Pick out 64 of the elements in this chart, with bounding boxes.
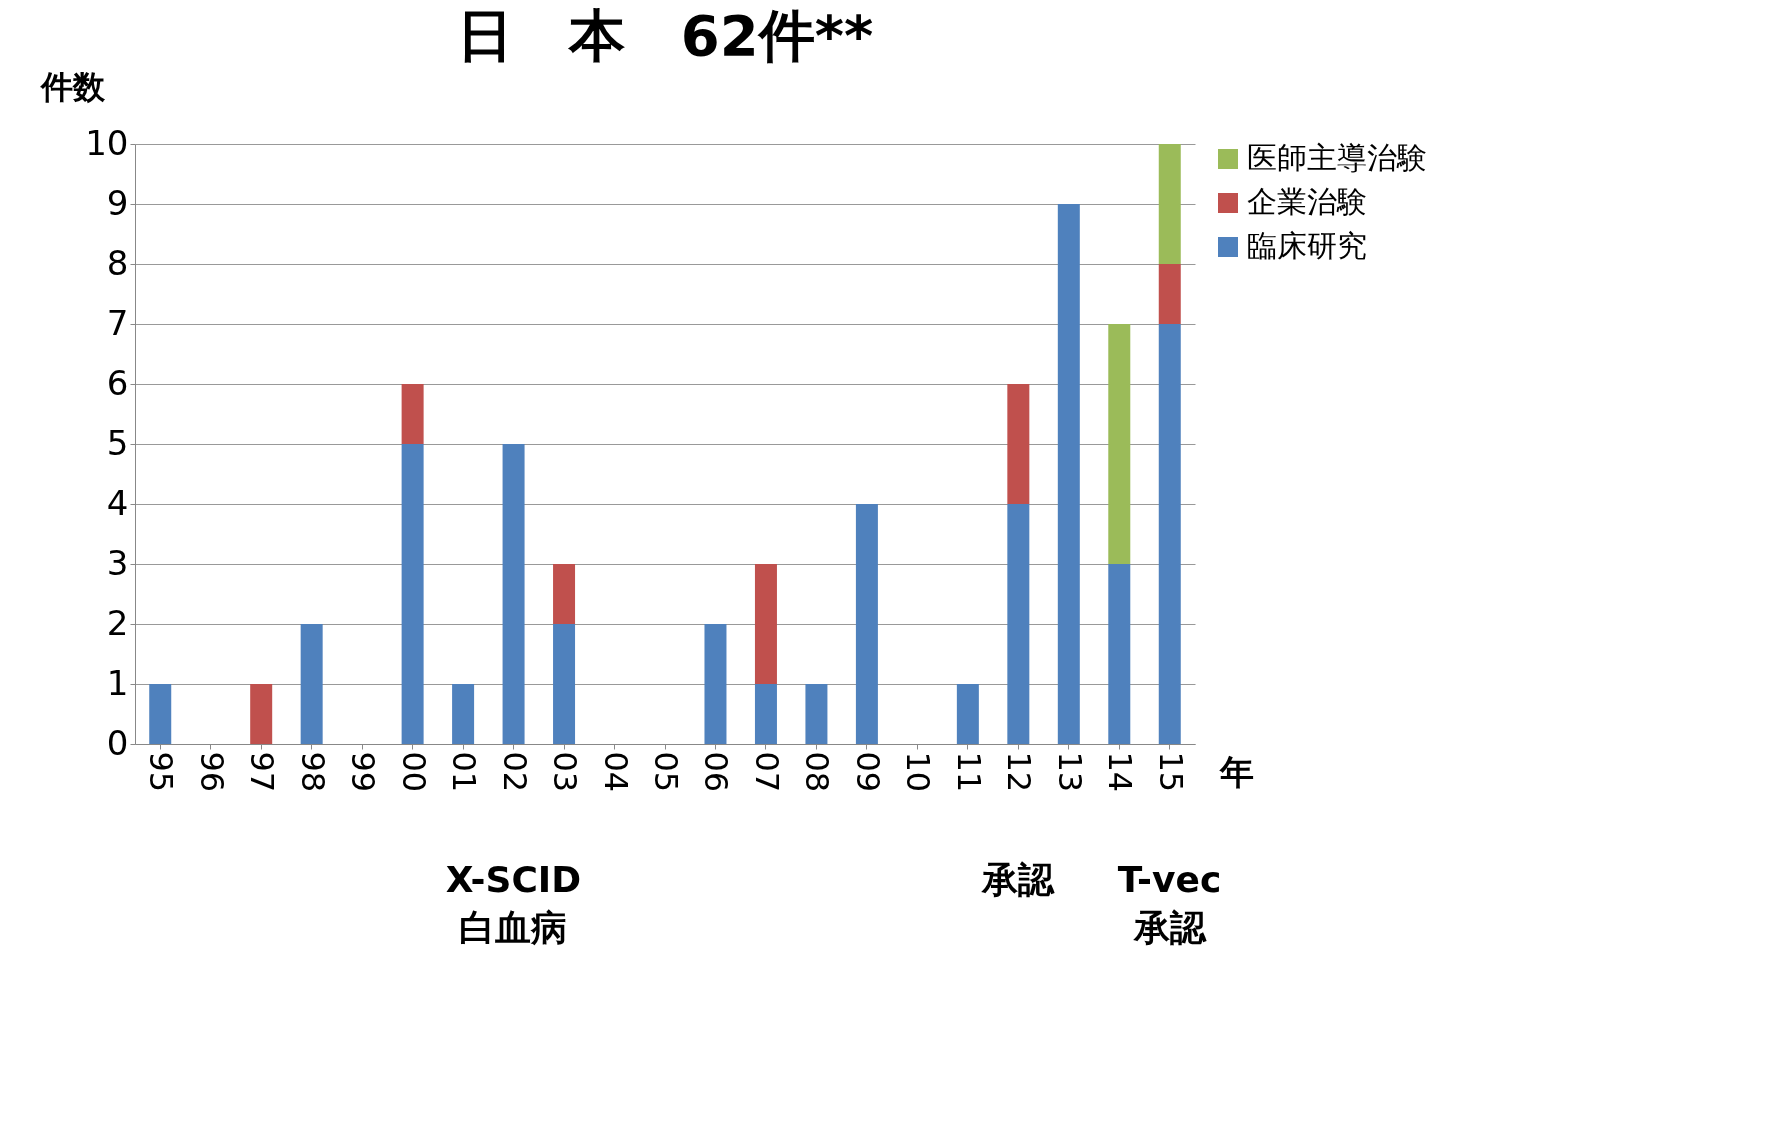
x-tick-label: 98: [293, 751, 332, 793]
x-tick-label: 02: [495, 751, 534, 793]
bar: [1158, 144, 1181, 264]
bar: [553, 564, 576, 624]
legend-label: 臨床研究: [1247, 228, 1367, 263]
y-tick-label: 6: [106, 362, 129, 403]
bar: [149, 684, 172, 744]
x-tick-label: 05: [647, 751, 685, 793]
x-tick-label: 14: [1101, 751, 1140, 793]
y-tick-label: 7: [106, 302, 129, 343]
y-tick-label: 5: [106, 422, 129, 463]
text: X-SCID 白血病: [445, 859, 582, 948]
x-tick-label: 04: [596, 751, 635, 793]
x-tick-label: 00: [394, 751, 433, 793]
bar: [401, 384, 424, 444]
bar: [855, 504, 878, 744]
bar: [1108, 324, 1131, 564]
x-tick-label: 13: [1050, 751, 1089, 793]
bar: [805, 684, 828, 744]
bar: [1158, 324, 1181, 744]
chart-title: 日 本 62件**: [456, 3, 874, 68]
x-tick-label: 97: [243, 751, 282, 793]
y-tick-label: 0: [106, 722, 129, 763]
x-tick-label: 95: [142, 751, 181, 793]
y-tick-label: 8: [106, 242, 129, 283]
x-tick-label: 99: [344, 751, 383, 793]
bar: [1007, 504, 1030, 744]
y-tick-label: 4: [106, 482, 129, 523]
x-tick-label: 08: [798, 751, 837, 793]
bar: [553, 624, 576, 744]
y-tick-label: 3: [106, 542, 129, 583]
y-axis-title: 件数: [39, 67, 106, 106]
bar: [1007, 384, 1030, 504]
y-tick-label: 10: [85, 122, 129, 163]
legend-label: 企業治験: [1247, 184, 1367, 219]
bar: [1158, 264, 1181, 324]
bar: [754, 564, 777, 684]
bar: [1108, 564, 1131, 744]
text: 承認: [980, 859, 1055, 900]
y-tick-label: 2: [106, 602, 129, 643]
x-tick-label: 01: [445, 751, 484, 793]
bar: [401, 444, 424, 744]
x-tick-label: 15: [1151, 751, 1190, 793]
y-tick-label: 9: [106, 182, 129, 223]
bar: [452, 684, 475, 744]
x-tick-label: 03: [546, 751, 585, 793]
bar: [250, 684, 273, 744]
legend-label: 医師主導治験: [1247, 140, 1427, 175]
bar: [1057, 204, 1080, 744]
text: T-vec 承認: [1117, 859, 1222, 948]
x-tick-label: 07: [747, 751, 786, 793]
bar: [956, 684, 979, 744]
x-tick-label: 96: [192, 751, 231, 793]
x-axis-title: 年: [1219, 752, 1254, 792]
x-tick-label: 12: [1000, 751, 1039, 793]
bar: [704, 624, 727, 744]
x-tick-label: 09: [848, 751, 887, 793]
bar: [300, 624, 323, 744]
y-tick-label: 1: [106, 662, 129, 703]
x-tick-label: 10: [899, 751, 938, 793]
bar: [502, 444, 525, 744]
x-tick-label: 11: [949, 751, 988, 793]
x-tick-label: 06: [697, 751, 736, 793]
bar: [754, 684, 777, 744]
